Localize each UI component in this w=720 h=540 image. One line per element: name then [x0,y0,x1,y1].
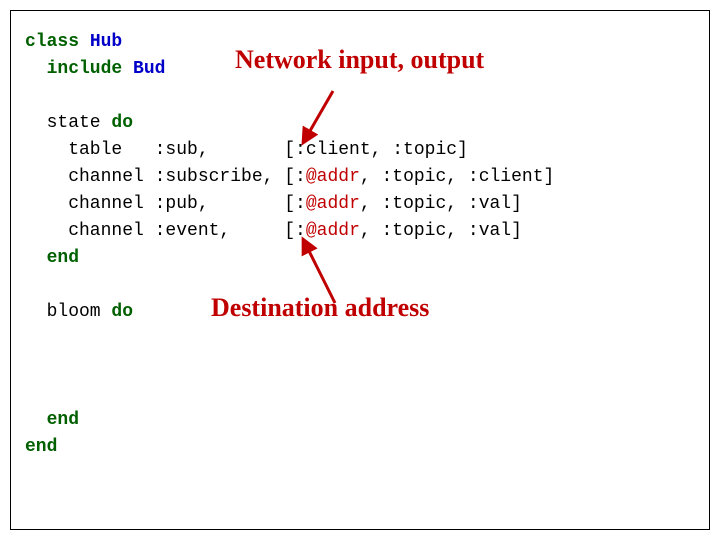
row-sub: table :sub, [:client, :topic] [25,140,468,160]
code-block: class Hub include Bud state do table :su… [25,29,554,461]
slide-frame: class Hub include Bud state do table :su… [10,10,710,530]
txt-bloom: bloom [25,302,111,322]
kw-class: class [25,32,79,52]
addr-2: @addr [306,194,360,214]
kw-include: include [25,59,122,79]
row-pub-c: , :topic, :val] [360,194,522,214]
addr-3: @addr [306,221,360,241]
kw-end1: end [25,248,79,268]
cls-hub: Hub [79,32,122,52]
row-pub-a: channel :pub, [: [25,194,306,214]
kw-end3: end [25,437,57,457]
row-subscribe-c: , :topic, :client] [360,167,554,187]
cls-bud: Bud [122,59,165,79]
kw-end2: end [25,410,79,430]
row-event-a: channel :event, [: [25,221,306,241]
annotation-dest-addr: Destination address [211,293,429,323]
addr-1: @addr [306,167,360,187]
kw-do1: do [111,113,133,133]
row-subscribe-a: channel :subscribe, [: [25,167,306,187]
txt-state: state [25,113,111,133]
row-event-c: , :topic, :val] [360,221,522,241]
kw-do2: do [111,302,133,322]
annotation-network-io: Network input, output [235,45,484,75]
